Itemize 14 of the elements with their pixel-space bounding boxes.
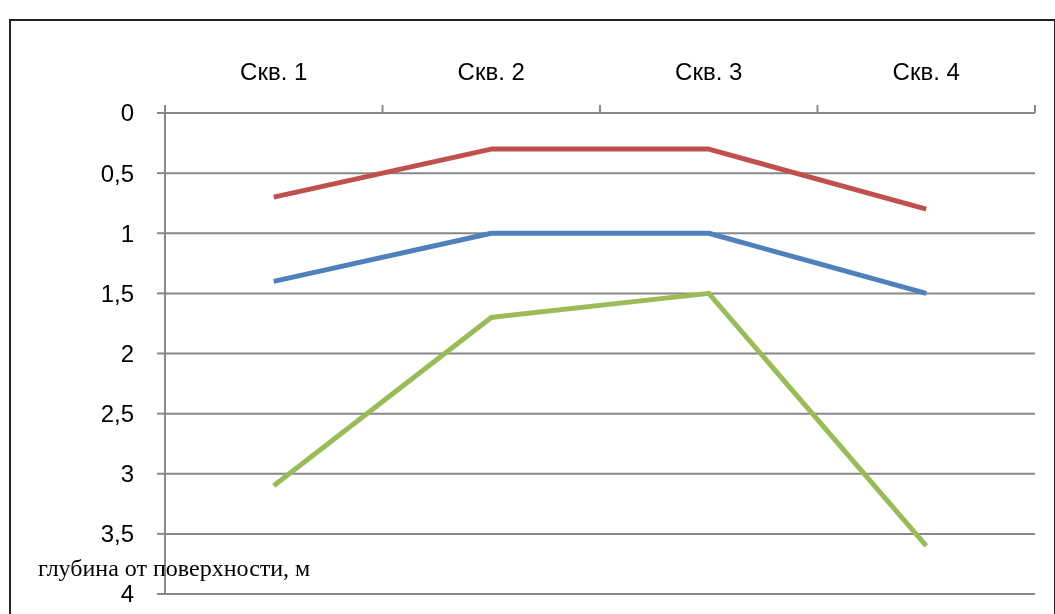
y-tick-label: 1,5 [100,279,134,307]
y-tick-label: 3,5 [100,520,134,548]
y-tick-label: 0,5 [100,159,134,187]
y-tick-label: 1 [120,219,134,247]
y-tick-label: 2 [120,339,134,367]
x-tick-label: Скв. 4 [892,58,960,85]
x-tick-label: Скв. 1 [240,58,308,85]
y-tick-label: 4 [120,580,134,608]
y-tick-label: 2,5 [100,400,134,428]
x-tick-label: Скв. 3 [675,58,743,85]
x-tick-label: Скв. 2 [457,58,525,85]
y-tick-label: 3 [120,460,134,488]
y-axis-title: глубина от поверхности, м [38,555,311,581]
y-tick-label: 0 [120,99,134,127]
